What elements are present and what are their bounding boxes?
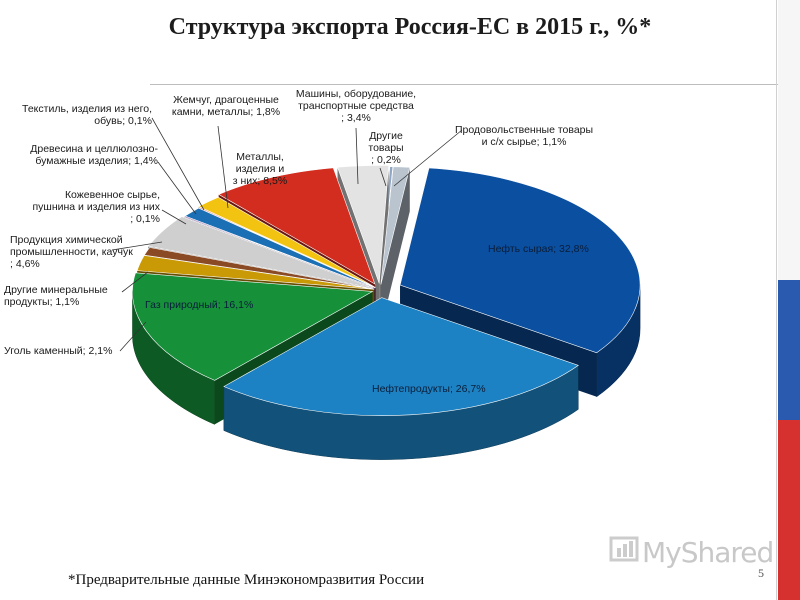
pie-slice-1	[223, 297, 579, 460]
leader-line-7	[157, 161, 197, 215]
chart-title: Структура экспорта Россия-ЕС в 2015 г., …	[168, 14, 652, 40]
watermark-logo-icon	[609, 536, 639, 562]
leader-line-8	[151, 117, 205, 211]
data-label-13: Продовольственные товары и с/х сырье; 1,1…	[455, 124, 593, 148]
watermark: MyShared	[608, 532, 774, 572]
data-label-8: Текстиль, изделия из него, обувь; 0,1%	[22, 103, 152, 127]
leader-line-11	[355, 127, 359, 185]
leader-line-4	[121, 271, 149, 293]
leader-line-6	[161, 209, 187, 225]
data-label-3: Уголь каменный; 2,1%	[4, 345, 112, 357]
data-label-5: Продукция химической промышленности, кауч…	[10, 234, 133, 270]
data-label-6: Кожевенное сырье, пушнина и изделия из ни…	[32, 189, 160, 225]
data-label-12: Другие товары; 0,2%	[368, 130, 403, 166]
data-label-11: Машины, оборудование, транспортные средст…	[296, 88, 416, 124]
flag-stripe-white	[778, 0, 800, 280]
data-label-7: Древесина и целлюлозно-бумажные изделия;…	[30, 143, 158, 167]
leader-line-13	[393, 129, 463, 187]
data-label-9: Жемчуг, драгоценные камни, металлы; 1,8%	[172, 94, 280, 118]
leader-line-9	[217, 125, 229, 209]
pie-slice-13	[380, 166, 411, 329]
slide-edge	[776, 0, 777, 600]
leader-line-3	[119, 321, 147, 352]
data-label-0: Нефть сырая; 32,8%	[488, 243, 589, 255]
footnote: *Предварительные данные Минэкономразвити…	[68, 572, 425, 588]
watermark-text: MyShared	[642, 536, 774, 569]
data-label-1: Нефтепродукты; 26,7%	[372, 383, 486, 395]
flag-stripe-red	[778, 420, 800, 600]
leader-line-5	[111, 241, 163, 251]
title-divider	[150, 84, 778, 85]
leader-line-12	[379, 167, 387, 187]
page-number: 5	[758, 566, 764, 580]
data-label-4: Другие минеральные продукты; 1,1%	[4, 284, 108, 308]
flag-stripe-blue	[778, 280, 800, 420]
data-label-2: Газ природный; 16,1%	[145, 299, 253, 311]
